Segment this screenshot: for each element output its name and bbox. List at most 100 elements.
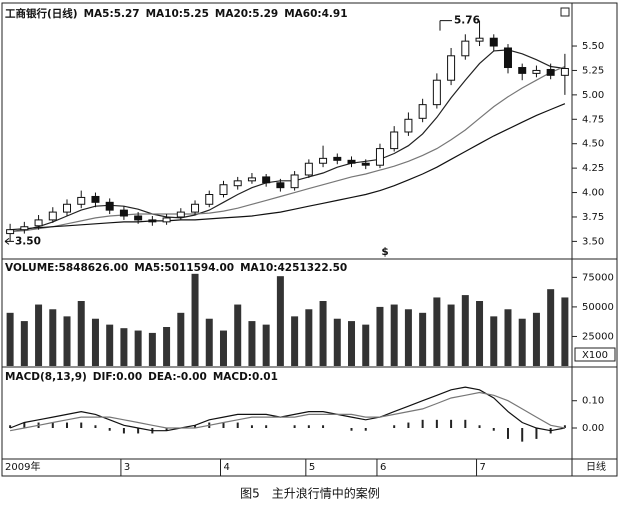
candle-body: [489, 37, 498, 47]
volume-bar: [461, 295, 469, 366]
volume-bar: [518, 318, 526, 366]
low-arrow: [4, 237, 14, 245]
line: [10, 65, 566, 233]
indicator: MA10:4251322.50: [240, 262, 347, 274]
indicator: MACD:0.01: [213, 371, 278, 383]
candle-body: [503, 47, 512, 69]
line: [9, 391, 566, 432]
volume-bar: [77, 301, 85, 366]
volume-bar: [532, 312, 540, 366]
candle-body: [105, 201, 114, 211]
candle-body: [347, 159, 356, 164]
volume-bar: [476, 301, 484, 366]
volume-bar: [91, 318, 99, 366]
volume-bar: [120, 328, 128, 366]
volume-bar: [547, 289, 555, 366]
y-tick-label: 3.50: [582, 236, 604, 247]
x-tick-label: 5: [309, 462, 315, 473]
volume-bar: [276, 276, 284, 366]
candle-body: [91, 195, 100, 203]
volume-bar: [148, 332, 156, 366]
x-tick-label: 2009年: [5, 460, 40, 473]
candle-body: [48, 211, 57, 221]
candle-body: [20, 226, 29, 231]
y-tick-label: 4.25: [582, 163, 604, 174]
volume-bar: [447, 304, 455, 366]
volume-bar: [333, 318, 341, 366]
candle-body: [77, 196, 86, 205]
line: [10, 49, 565, 233]
volume-bar: [433, 297, 441, 366]
marker: $: [381, 246, 388, 258]
candle-body: [176, 211, 185, 218]
candle-body: [404, 118, 413, 133]
x-tick-label: 7: [480, 462, 486, 473]
candle-body: [461, 40, 470, 57]
x-tick-label: 6: [380, 462, 386, 473]
panel-header: VOLUME:5848626.00 MA5:5011594.00 MA10:4251…: [5, 262, 347, 274]
candle-body: [418, 104, 427, 119]
candle-body: [219, 184, 228, 196]
y-tick-label: 0.10: [582, 396, 604, 407]
candle-body: [532, 69, 541, 74]
volume-bar: [20, 321, 28, 366]
panel-header: 工商银行(日线) MA5:5.27 MA10:5.25 MA20:5.29 MA60:4…: [5, 7, 348, 20]
volume-bar: [6, 312, 14, 366]
frame: [1, 2, 618, 477]
volume-bar: [191, 273, 199, 366]
volume-bar: [234, 304, 242, 366]
candle-body: [119, 209, 128, 217]
y-tick-label: 25000: [582, 331, 614, 342]
volume-bar: [419, 312, 427, 366]
period-label: 日线: [586, 460, 606, 473]
volume-bar: [163, 327, 171, 366]
candle-body: [276, 182, 285, 189]
x-tick-label: 4: [223, 462, 229, 473]
volume-bar: [376, 306, 384, 366]
volume-bar: [504, 309, 512, 366]
indicator: DEA:-0.00: [148, 371, 207, 383]
y-tick-label: 75000: [582, 272, 614, 283]
candle-body: [390, 131, 399, 150]
candle-body: [447, 55, 456, 81]
volume-bar: [362, 324, 370, 366]
candle-body: [361, 162, 370, 166]
line: [10, 103, 566, 231]
unit-box: [574, 347, 616, 362]
candle-body: [191, 203, 200, 213]
candle-body: [290, 174, 299, 189]
volume-bar: [35, 304, 43, 366]
indicator: MA5:5011594.00: [134, 262, 234, 274]
candle-body: [475, 37, 484, 42]
y-tick-label: 0.00: [582, 423, 604, 434]
high-label: 5.76: [454, 15, 480, 27]
indicator: MACD(8,13,9): [5, 371, 87, 383]
indicator: MA20:5.29: [215, 8, 278, 20]
candle-body: [432, 79, 441, 106]
x-tick-label: 3: [124, 462, 130, 473]
volume-bar: [106, 324, 114, 366]
candle-body: [319, 157, 328, 164]
indicator: MA10:5.25: [146, 8, 209, 20]
volume-bar: [248, 321, 256, 366]
volume-bar: [219, 330, 227, 366]
volume-bar: [319, 301, 327, 366]
volume-bar: [490, 316, 498, 366]
candle-body: [34, 219, 43, 227]
volume-bar: [63, 316, 71, 366]
volume-bar: [205, 318, 213, 366]
y-tick-label: 4.00: [582, 188, 604, 199]
y-tick-label: 50000: [582, 302, 614, 313]
volume-bar: [291, 316, 299, 366]
window-icon[interactable]: [560, 7, 570, 17]
candle-body: [148, 219, 157, 223]
candle-body: [6, 229, 15, 235]
candle-body: [304, 162, 313, 176]
indicator: DIF:0.00: [93, 371, 142, 383]
low-label: 3.50: [15, 235, 41, 247]
candle-body: [546, 68, 555, 76]
candle-body: [375, 148, 384, 166]
caption: 图5 主升浪行情中的案例: [240, 486, 380, 501]
volume-bar: [305, 309, 313, 366]
